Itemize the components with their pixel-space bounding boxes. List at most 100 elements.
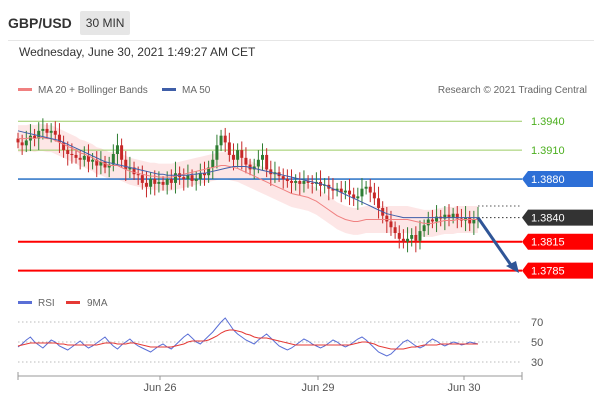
candle-body: [227, 142, 231, 155]
candle-body: [153, 179, 157, 184]
candle-body: [393, 227, 397, 234]
candle-body: [343, 190, 347, 193]
rsi-legend-label: RSI: [38, 298, 55, 309]
candle-body: [430, 219, 434, 222]
candle-body: [202, 173, 206, 176]
candle-body: [372, 192, 376, 199]
projection-arrow-head: [506, 261, 519, 273]
candle-body: [107, 164, 111, 168]
ma20-legend-swatch: [18, 88, 32, 91]
candle-body: [45, 128, 49, 133]
candle-body: [111, 153, 115, 165]
candle-body: [120, 145, 124, 160]
rsi-tick-label: 50: [531, 337, 543, 349]
candle-body: [422, 225, 426, 232]
candle-body: [472, 219, 476, 224]
candle-body: [335, 188, 339, 191]
candle-body: [443, 214, 447, 219]
candle-body: [356, 196, 360, 199]
x-tick-label: Jun 29: [301, 382, 334, 394]
legend-rsi: RSI 9MA: [18, 298, 108, 309]
candle-body: [190, 175, 194, 181]
candle-body: [211, 159, 215, 168]
candle-body: [426, 219, 430, 226]
candle-body: [95, 159, 99, 166]
candle-body: [161, 181, 165, 185]
timeframe-badge[interactable]: 30 MIN: [79, 11, 131, 35]
header: GBP/USD 30 MIN: [8, 10, 131, 36]
candle-body: [240, 150, 244, 158]
candle-body: [306, 180, 310, 183]
candle-body: [132, 167, 136, 175]
candle-body: [435, 216, 439, 222]
candle-body: [348, 190, 352, 195]
candle-body: [124, 159, 128, 170]
current-price-tag: [522, 209, 593, 226]
candle-body: [20, 142, 24, 146]
current-price-label: 1.3840: [531, 213, 565, 225]
candle-body: [149, 179, 153, 187]
candle-body: [57, 134, 61, 143]
x-tick-label: Jun 26: [143, 382, 176, 394]
candle-body: [99, 161, 103, 166]
candle-body: [401, 238, 405, 242]
pair-title: GBP/USD: [8, 15, 72, 31]
candle-body: [468, 217, 472, 224]
candle-body: [389, 221, 393, 228]
candle-body: [136, 174, 140, 176]
candle-body: [397, 233, 401, 239]
candle-body: [244, 157, 248, 165]
rsi-legend-swatch: [18, 301, 32, 304]
candle-body: [66, 150, 70, 154]
candle-body: [53, 130, 57, 135]
candle-body: [451, 213, 455, 218]
x-tick-label: Jun 30: [447, 382, 480, 394]
candle-body: [385, 215, 389, 222]
candle-body: [294, 180, 298, 183]
candle-body: [169, 179, 173, 183]
candle-body: [261, 154, 265, 160]
rsi-tick-label: 70: [531, 317, 543, 329]
candle-body: [70, 153, 74, 155]
support-1-label: 1.3815: [531, 237, 565, 249]
candle-body: [144, 182, 148, 187]
resistance-2-label: 1.3940: [531, 116, 565, 128]
candle-body: [37, 130, 41, 139]
candle-body: [364, 186, 368, 189]
candle-body: [62, 142, 66, 151]
x-axis: Jun 26 Jun 29 Jun 30: [17, 372, 523, 394]
candle-body: [82, 155, 86, 160]
pivot-tag: [522, 171, 593, 188]
candle-body: [219, 135, 223, 146]
support-2-tag: [522, 262, 593, 279]
candle-body: [360, 188, 364, 197]
candle-body: [115, 145, 119, 154]
candle-body: [414, 234, 418, 241]
candle-body: [33, 135, 37, 139]
legend-price: MA 20 + Bollinger Bands MA 50 Research ©…: [18, 85, 587, 96]
candle-body: [223, 135, 227, 143]
candle-body: [86, 155, 90, 162]
rsi-line: [17, 317, 479, 357]
candle-body: [410, 234, 414, 239]
bollinger-band: [18, 124, 478, 237]
candle-body: [281, 176, 285, 180]
support-2-label: 1.3785: [531, 266, 565, 278]
resistance-1-label: 1.3910: [531, 145, 565, 157]
ma50-legend-swatch: [162, 88, 176, 91]
candle-body: [207, 167, 211, 176]
candle-body: [302, 180, 306, 184]
candle-body: [78, 157, 82, 160]
candle-body: [352, 194, 356, 199]
candle-body: [256, 159, 260, 167]
candle-body: [455, 213, 459, 219]
candle-body: [16, 138, 20, 143]
candle-body: [339, 188, 343, 193]
rsi-chart: 70 50 30: [17, 317, 543, 369]
candle-body: [74, 154, 78, 158]
candle-body: [194, 179, 198, 181]
candle-body: [236, 150, 240, 160]
candle-body: [331, 188, 335, 191]
candle-body: [447, 214, 451, 218]
